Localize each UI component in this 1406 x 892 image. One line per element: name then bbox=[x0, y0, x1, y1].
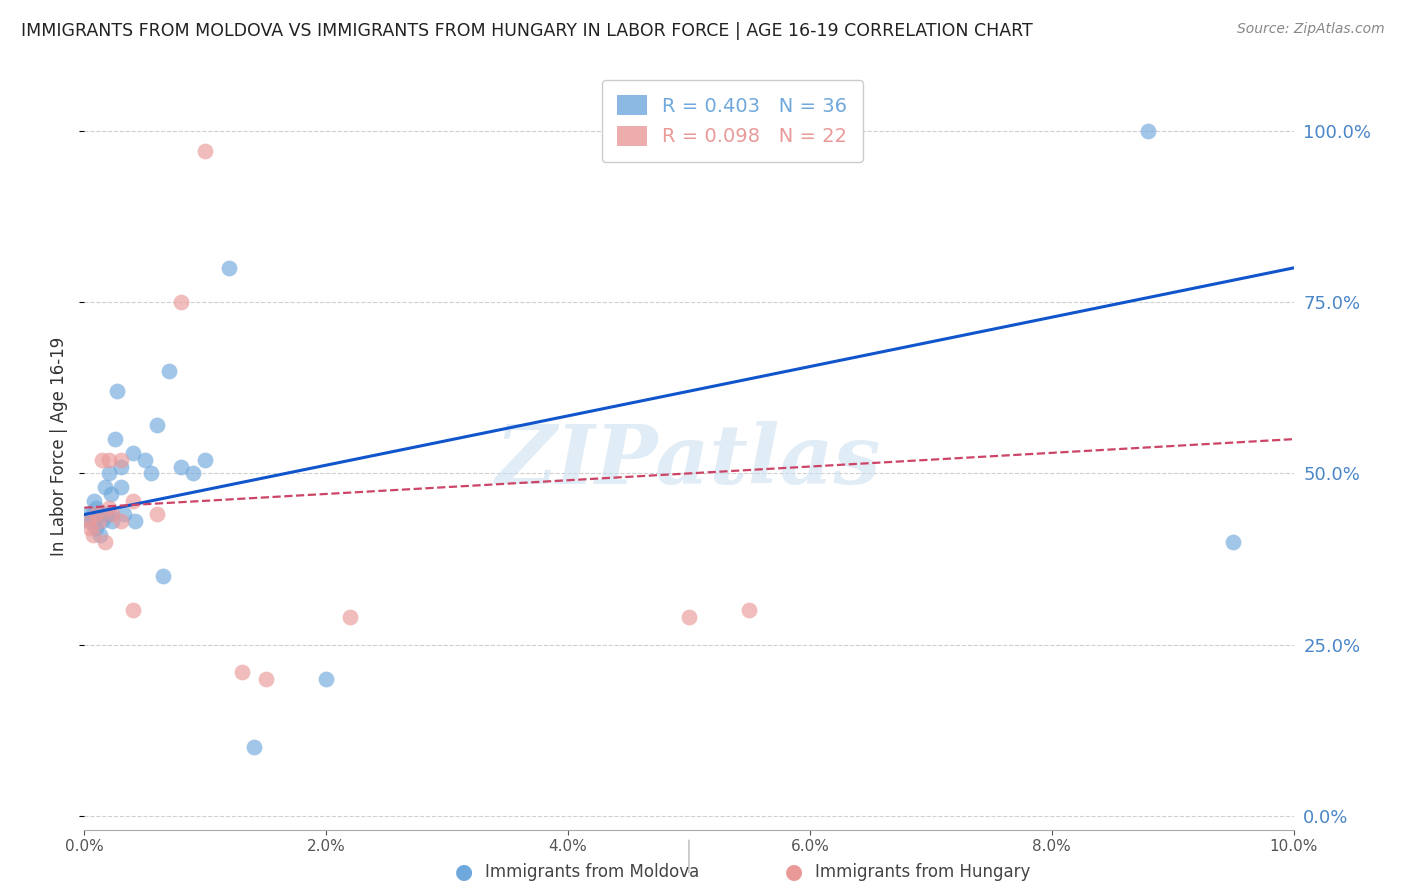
Point bbox=[91, 452, 114, 467]
Point bbox=[112, 508, 135, 522]
Text: Immigrants from Hungary: Immigrants from Hungary bbox=[815, 863, 1031, 881]
Point bbox=[79, 514, 101, 528]
Point bbox=[231, 665, 253, 679]
Point bbox=[91, 514, 114, 528]
Point bbox=[194, 145, 217, 159]
Point bbox=[121, 603, 143, 617]
Text: ●: ● bbox=[786, 863, 803, 882]
Point bbox=[97, 508, 120, 522]
Point bbox=[100, 487, 122, 501]
Point bbox=[157, 364, 180, 378]
Point bbox=[87, 514, 110, 528]
Point bbox=[84, 514, 107, 528]
Point bbox=[94, 535, 117, 549]
Point bbox=[170, 295, 193, 310]
Point bbox=[87, 508, 110, 522]
Text: IMMIGRANTS FROM MOLDOVA VS IMMIGRANTS FROM HUNGARY IN LABOR FORCE | AGE 16-19 CO: IMMIGRANTS FROM MOLDOVA VS IMMIGRANTS FR… bbox=[21, 22, 1033, 40]
Point bbox=[218, 260, 240, 275]
Point bbox=[110, 480, 132, 494]
Point bbox=[86, 500, 108, 515]
Text: Immigrants from Moldova: Immigrants from Moldova bbox=[485, 863, 699, 881]
Point bbox=[124, 514, 146, 528]
Point bbox=[254, 672, 277, 686]
Point bbox=[86, 508, 108, 522]
Point bbox=[77, 514, 100, 528]
Point bbox=[242, 740, 264, 755]
Point bbox=[82, 528, 104, 542]
Point bbox=[339, 610, 361, 624]
Point bbox=[194, 452, 217, 467]
Point bbox=[94, 508, 117, 522]
Point bbox=[94, 480, 117, 494]
Point bbox=[738, 603, 761, 617]
Y-axis label: In Labor Force | Age 16-19: In Labor Force | Age 16-19 bbox=[51, 336, 69, 556]
Text: ●: ● bbox=[456, 863, 472, 882]
Point bbox=[678, 610, 700, 624]
Point bbox=[97, 500, 120, 515]
Point bbox=[1137, 124, 1160, 138]
Point bbox=[97, 467, 120, 481]
Point bbox=[181, 467, 204, 481]
Point bbox=[146, 508, 169, 522]
Point bbox=[89, 528, 111, 542]
Point bbox=[121, 446, 143, 460]
Point bbox=[110, 452, 132, 467]
Point bbox=[97, 452, 120, 467]
Point bbox=[101, 514, 124, 528]
Text: Source: ZipAtlas.com: Source: ZipAtlas.com bbox=[1237, 22, 1385, 37]
Point bbox=[79, 521, 101, 535]
Point bbox=[1222, 535, 1244, 549]
Point bbox=[110, 514, 132, 528]
Point bbox=[104, 432, 127, 446]
Point bbox=[83, 493, 105, 508]
Point bbox=[86, 521, 108, 535]
Point bbox=[139, 467, 162, 481]
Text: ZIPatlas: ZIPatlas bbox=[496, 421, 882, 501]
Point bbox=[121, 493, 143, 508]
Point bbox=[170, 459, 193, 474]
Point bbox=[315, 672, 337, 686]
Point bbox=[110, 459, 132, 474]
Point bbox=[101, 508, 124, 522]
Point bbox=[152, 569, 174, 583]
Point bbox=[77, 508, 100, 522]
Point bbox=[82, 508, 104, 522]
Point bbox=[146, 418, 169, 433]
Point bbox=[134, 452, 156, 467]
Legend: R = 0.403   N = 36, R = 0.098   N = 22: R = 0.403 N = 36, R = 0.098 N = 22 bbox=[602, 79, 863, 161]
Point bbox=[105, 384, 128, 399]
